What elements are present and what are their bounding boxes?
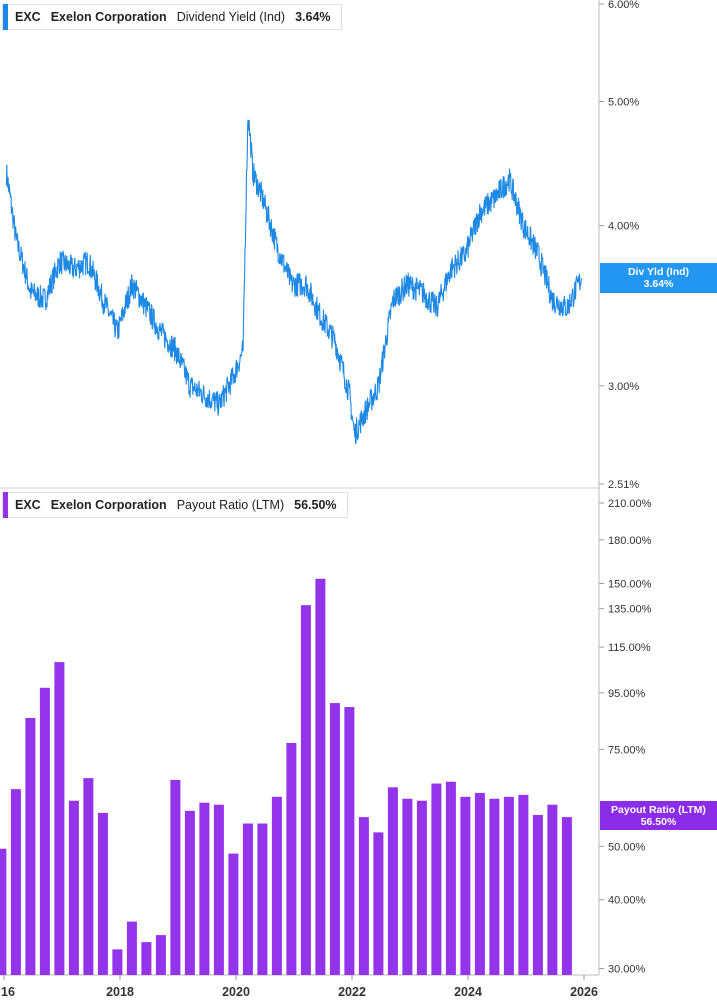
payout-bar (474, 792, 485, 975)
payout-bar (561, 817, 572, 975)
top-y-tick-label: 3.00% (608, 381, 639, 393)
top-legend: EXC Exelon Corporation Dividend Yield (I… (2, 4, 342, 30)
payout-bar (518, 794, 529, 975)
x-tick-label: 2024 (454, 985, 482, 999)
top-legend-metric: Dividend Yield (Ind) (176, 10, 286, 24)
payout-bar (532, 814, 543, 975)
x-tick-label: 16 (1, 985, 15, 999)
bottom-legend-swatch (3, 492, 8, 518)
payout-bar (547, 804, 558, 975)
payout-bar (387, 787, 398, 975)
top-y-tick-label: 5.00% (608, 96, 639, 108)
bottom-y-tick-label: 75.00% (608, 744, 646, 756)
top-y-axis: 6.00% 5.00% 4.00% 3.00% 2.51% (599, 0, 639, 491)
payout-bar (199, 802, 210, 975)
payout-bar (257, 823, 268, 975)
payout-bar (344, 707, 355, 975)
payout-bar (97, 812, 108, 975)
payout-ratio-tag-label: Payout Ratio (LTM) (611, 804, 706, 816)
dividend-yield-tag-label: Div Yld (Ind) (627, 266, 690, 278)
top-legend-company: Exelon Corporation (50, 10, 167, 24)
top-legend-ticker: EXC (15, 10, 41, 24)
bottom-y-tick-label: 210.00% (608, 498, 652, 510)
bottom-legend-value: 56.50% (294, 498, 337, 512)
dividend-yield-tag: Div Yld (Ind) 3.64% (600, 263, 717, 293)
dividend-yield-tag-value: 3.64% (643, 278, 674, 290)
payout-bar (155, 935, 166, 975)
payout-bar (300, 605, 311, 975)
bottom-y-tick-label: 180.00% (608, 535, 652, 547)
bottom-y-axis: 210.00% 180.00% 150.00% 135.00% 115.00% 95.00… (599, 498, 652, 976)
payout-bar (489, 798, 500, 975)
payout-bar (39, 687, 50, 975)
bottom-y-tick-label: 135.00% (608, 604, 652, 616)
bottom-y-tick-label: 30.00% (608, 964, 646, 976)
dividend-yield-line (5, 119, 582, 445)
x-axis: 16 2018 2020 2022 2024 2026 (1, 975, 598, 999)
bottom-y-tick-label: 150.00% (608, 578, 652, 590)
payout-bar (271, 796, 282, 975)
payout-bar (10, 789, 21, 975)
x-tick-label: 2022 (338, 985, 366, 999)
payout-bar (503, 796, 514, 975)
payout-bar (460, 796, 471, 975)
payout-bar (25, 717, 36, 975)
payout-bar (358, 817, 369, 975)
top-y-tick-label: 6.00% (608, 0, 639, 11)
payout-bar (83, 778, 94, 975)
payout-bar (286, 743, 297, 975)
bottom-y-tick-label: 115.00% (608, 642, 651, 654)
payout-bar (0, 848, 7, 975)
top-y-tick-label: 2.51% (608, 479, 639, 491)
payout-bar (213, 804, 224, 975)
x-tick-label: 2018 (106, 985, 134, 999)
top-legend-value: 3.64% (295, 10, 331, 24)
payout-bar (242, 823, 253, 975)
bottom-legend-ticker: EXC (15, 498, 41, 512)
x-tick-label: 2026 (570, 985, 598, 999)
payout-bars (0, 578, 572, 975)
payout-bar (416, 800, 427, 975)
payout-bar (170, 779, 181, 975)
payout-bar (184, 810, 195, 975)
bottom-y-tick-label: 50.00% (608, 841, 646, 853)
payout-bar (315, 578, 326, 975)
bottom-legend-company: Exelon Corporation (50, 498, 167, 512)
payout-bar (431, 783, 442, 975)
payout-bar (141, 942, 152, 975)
payout-bar (228, 853, 239, 975)
x-tick-label: 2020 (222, 985, 250, 999)
payout-bar (54, 662, 65, 975)
bottom-y-tick-label: 40.00% (608, 895, 646, 907)
top-legend-swatch (3, 4, 8, 30)
payout-bar (112, 949, 123, 975)
bottom-y-tick-label: 95.00% (608, 688, 646, 700)
bottom-legend-metric: Payout Ratio (LTM) (176, 498, 285, 512)
payout-bar (126, 921, 137, 975)
bottom-legend: EXC Exelon Corporation Payout Ratio (LTM… (2, 492, 348, 518)
payout-bar (68, 800, 79, 975)
top-y-tick-label: 4.00% (608, 221, 639, 233)
payout-ratio-tag-value: 56.50% (640, 816, 677, 828)
payout-bar (445, 781, 456, 975)
payout-bar (402, 798, 413, 975)
payout-bar (329, 703, 340, 975)
payout-ratio-tag: Payout Ratio (LTM) 56.50% (600, 801, 717, 830)
payout-bar (373, 832, 384, 975)
